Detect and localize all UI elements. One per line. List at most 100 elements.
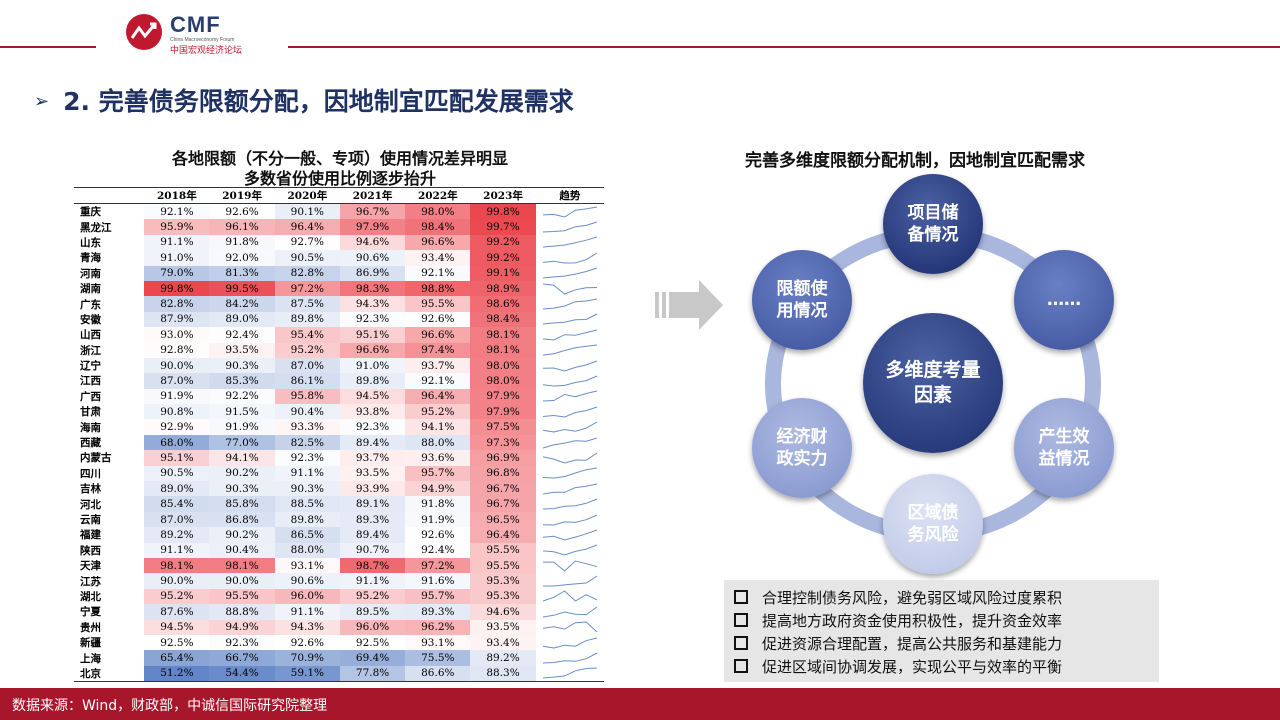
usage-cell: 94.6% [470,604,536,620]
province-name: 贵州 [80,621,101,634]
bullet-panel: 合理控制债务风险，避免弱区域风险过度累积 提高地方政府资金使用积极性，提升资金效… [724,580,1159,682]
usage-cell: 91.8% [209,234,275,251]
trend-sparkline [536,604,604,619]
usage-cell: 96.7% [470,496,536,512]
usage-cell: 69.4% [339,650,406,666]
usage-cell: 92.4% [405,542,471,558]
sparkline-line [542,498,598,510]
usage-cell: 82.5% [274,434,340,451]
usage-cell: 98.0% [470,357,536,374]
bullet-item: 促进区域间协调发展，实现公平与效率的平衡 [734,656,1062,677]
sparkline-line [542,483,597,495]
usage-cell: 95.5% [470,542,536,558]
usage-cell: 92.2% [209,388,275,405]
usage-cell: 98.1% [144,557,210,574]
usage-cell: 91.1% [144,542,210,558]
usage-cell: 98.0% [405,203,471,220]
trend-sparkline [536,358,604,373]
sparkline-line [542,606,598,618]
trend-sparkline [536,296,604,311]
arrow-bullet-icon: ➢ [34,91,50,112]
trend-sparkline [536,327,604,342]
usage-cell: 89.1% [339,496,406,512]
province-name: 福建 [80,529,101,542]
table-header-cell: 2022年 [405,187,471,204]
usage-cell: 93.9% [339,481,406,497]
usage-cell: 93.4% [405,250,471,266]
usage-cell: 91.1% [144,234,210,251]
usage-cell: 90.1% [274,203,340,220]
usage-cell: 89.3% [339,511,406,528]
logo-text: CMF [170,12,221,37]
sparkline-line [542,313,598,325]
sparkline-line [542,236,597,248]
usage-cell: 98.6% [470,296,536,312]
usage-cell: 98.8% [405,280,471,297]
trend-sparkline [536,481,604,496]
province-name: 河北 [80,498,101,511]
table-row: 云南 87.0% 86.8% 89.8% 89.3% 91.9% 96.5% [74,511,604,528]
table-row: 河南 79.0% 81.3% 82.8% 86.9% 92.1% 99.1% [74,265,604,281]
usage-cell: 98.4% [470,311,536,328]
table-header-cell: 2020年 [274,187,340,204]
usage-cell: 93.0% [144,327,210,343]
sparkline-line [542,514,598,526]
sparkline-line [542,437,597,449]
usage-cell: 95.1% [339,327,406,343]
usage-cell: 91.1% [274,465,340,482]
table-row: 上海 65.4% 66.7% 70.9% 69.4% 75.5% 89.2% [74,650,604,666]
usage-cell: 96.7% [339,203,406,220]
province-name: 宁夏 [80,606,101,619]
page-title: ➢ 2. 完善债务限额分配，因地制宜匹配发展需求 [34,82,574,118]
checkbox-square-icon [734,636,748,650]
usage-cell: 90.0% [144,357,210,374]
usage-cell: 77.8% [339,665,406,683]
table-header-cell: 2018年 [144,187,210,204]
usage-cell: 81.3% [209,265,275,281]
usage-cell: 96.4% [405,388,471,405]
table-row: 湖南 99.8% 99.5% 97.2% 98.3% 98.8% 98.9% [74,280,604,297]
footer-bar: 数据来源：Wind，财政部，中诚信国际研究院整理 [0,688,1280,720]
table-row: 广西 91.9% 92.2% 95.8% 94.5% 96.4% 97.9% [74,388,604,405]
bullet-text: 促进资源合理配置，提高公共服务和基建能力 [762,635,1063,653]
usage-cell: 98.0% [470,373,536,389]
province-name: 江西 [80,375,101,388]
table-row: 辽宁 90.0% 90.3% 87.0% 91.0% 93.7% 98.0% [74,357,604,374]
usage-cell: 94.9% [405,481,471,497]
sparkline-line [542,344,597,356]
usage-cell: 51.2% [144,665,210,683]
usage-cell: 93.6% [405,450,471,466]
sparkline-line [542,360,597,372]
usage-cell: 85.3% [209,373,275,389]
usage-cell: 95.2% [405,404,471,420]
usage-cell: 94.9% [209,619,275,635]
usage-cell: 89.2% [144,527,210,543]
usage-cell: 89.5% [339,604,406,620]
usage-cell: 92.3% [339,311,406,328]
table-row: 山东 91.1% 91.8% 92.7% 94.6% 96.6% 99.2% [74,234,604,251]
node-bottom: 区域债 务风险 [883,474,983,574]
sparkline-line [542,206,597,218]
sparkline-line [542,621,598,633]
trend-sparkline [536,635,604,650]
usage-cell: 98.1% [470,342,536,358]
usage-cell: 97.9% [470,388,536,405]
table-row: 安徽 87.9% 89.0% 89.8% 92.3% 92.6% 98.4% [74,311,604,328]
usage-cell: 88.0% [405,434,471,451]
usage-cell: 96.5% [470,511,536,528]
usage-cell: 96.2% [405,619,471,635]
node-top: 项目储 备情况 [883,174,983,274]
usage-cell: 92.3% [209,634,275,651]
usage-cell: 90.4% [274,404,340,420]
usage-cell: 93.7% [405,357,471,374]
table-row: 新疆 92.5% 92.3% 92.6% 92.5% 93.1% 93.4% [74,634,604,651]
province-name: 黑龙江 [80,221,112,234]
checkbox-square-icon [734,613,748,627]
usage-cell: 96.9% [470,450,536,466]
table-row: 山西 93.0% 92.4% 95.4% 95.1% 96.6% 98.1% [74,327,604,343]
usage-cell: 98.4% [405,219,471,235]
usage-cell: 97.5% [470,419,536,435]
usage-cell: 99.2% [470,250,536,266]
province-name: 江苏 [80,575,101,588]
province-name: 西藏 [80,437,101,450]
